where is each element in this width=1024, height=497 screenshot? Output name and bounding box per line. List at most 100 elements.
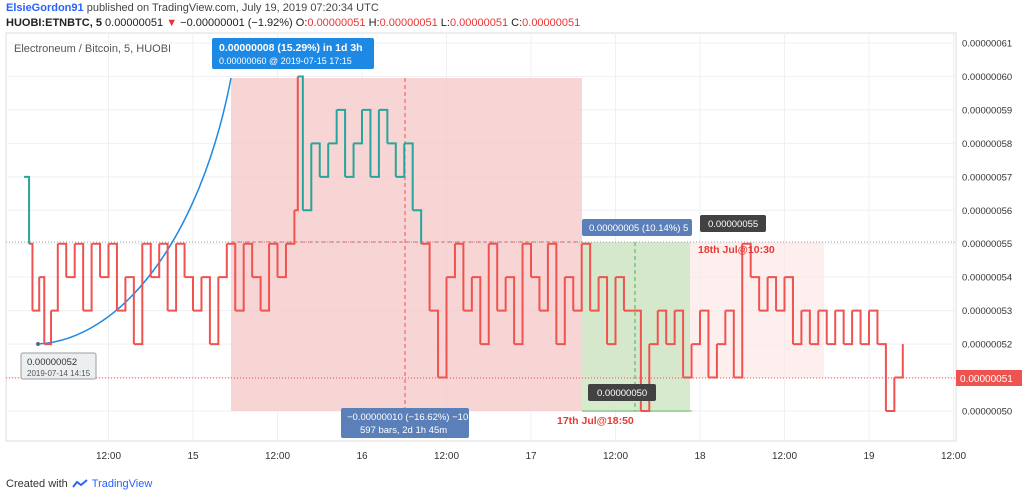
- price-segment: [226, 242, 237, 311]
- price-tick-label: 0.00000055: [962, 239, 1012, 250]
- price-segment: [39, 276, 46, 345]
- price-segment: [345, 143, 355, 178]
- current-price-tag: [956, 370, 1022, 386]
- price-tick-label: 0.00000059: [962, 105, 1012, 116]
- price-segment: [150, 243, 161, 279]
- high-label-text: 0.00000055: [708, 219, 758, 230]
- price-segment: [421, 242, 431, 311]
- price-segment: [539, 243, 549, 312]
- rise-label-line2: 0.00000060 @ 2019-07-15 17:15: [219, 56, 352, 66]
- price-series: [24, 75, 904, 412]
- price-segment: [235, 243, 245, 312]
- price-segment: [32, 277, 41, 312]
- price-segment: [522, 242, 532, 278]
- price-segment: [607, 277, 617, 346]
- trend-curve[interactable]: [37, 77, 232, 345]
- target-zone[interactable]: [582, 242, 690, 412]
- price-segment: [750, 276, 761, 311]
- rise-label-box: [212, 38, 374, 69]
- price-segment: [395, 143, 406, 178]
- time-tick-label: 12:00: [603, 451, 628, 462]
- price-segment: [674, 309, 685, 378]
- price-segment: [514, 243, 524, 346]
- close-value: 0.00000051: [522, 17, 581, 29]
- time-tick-label: 19: [863, 451, 875, 462]
- date-low-label: 17th Jul@18:50: [557, 415, 634, 427]
- price-tick-label: 0.00000052: [962, 340, 1012, 351]
- price-segment: [387, 142, 397, 177]
- price-segment: [57, 242, 68, 278]
- price-segment: [404, 142, 414, 211]
- price-segment: [218, 243, 228, 279]
- price-segment: [125, 276, 135, 345]
- price-segment: [691, 310, 701, 346]
- price-segment: [100, 243, 110, 279]
- up-label-box: [582, 219, 692, 236]
- time-tick-label: 17: [525, 451, 537, 462]
- price-segment: [480, 243, 490, 346]
- price-segment: [438, 277, 448, 379]
- start-point-marker: [36, 342, 40, 346]
- price-segment: [252, 276, 262, 311]
- price-segment: [454, 242, 465, 311]
- price-segment: [869, 309, 879, 345]
- price-segment: [581, 242, 592, 311]
- publish-line: ElsieGordon91 published on TradingView.c…: [6, 2, 379, 14]
- time-tick-label: 16: [356, 451, 368, 462]
- price-segment: [488, 242, 499, 311]
- price-segment: [184, 276, 194, 311]
- price-tick-label: 0.00000058: [962, 139, 1012, 150]
- price-segment: [683, 344, 693, 379]
- price-segment: [877, 343, 887, 411]
- price-segment: [860, 310, 870, 346]
- price-segment: [108, 242, 118, 311]
- price-segment: [201, 276, 211, 345]
- last-price: 0.00000051: [105, 17, 164, 29]
- price-segment: [260, 243, 271, 312]
- price-segment: [632, 309, 642, 411]
- time-tick-label: 12:00: [941, 451, 966, 462]
- price-segment: [598, 276, 609, 345]
- price-segment: [564, 276, 575, 311]
- tradingview-link[interactable]: TradingView: [91, 478, 153, 490]
- price-segment: [142, 242, 152, 278]
- publish-info: published on TradingView.com, July 19, 2…: [86, 2, 379, 14]
- price-segment: [801, 309, 811, 345]
- high-label: H:: [368, 17, 380, 29]
- price-segment: [412, 209, 423, 244]
- price-segment: [573, 243, 583, 312]
- high-label-box: [700, 215, 766, 232]
- time-axis[interactable]: 12:00 15 12:00 16 12:00 17 12:00 18 12:00 19 12:00…: [96, 451, 1024, 462]
- author-link[interactable]: ElsieGordon91: [6, 2, 84, 14]
- price-segment: [24, 175, 31, 244]
- low-label: L:: [440, 17, 450, 29]
- price-segment: [463, 277, 473, 312]
- high-value: 0.00000051: [379, 17, 438, 29]
- price-segment: [716, 310, 727, 346]
- symbol-label: HUOBI:ETNBTC, 5: [6, 17, 102, 29]
- price-segment: [700, 309, 710, 378]
- price-segment: [649, 310, 659, 346]
- ohlc-line: HUOBI:ETNBTC, 5 0.00000051 ▼ −0.00000001…: [6, 17, 580, 29]
- price-segment: [852, 309, 862, 345]
- price-segment: [302, 143, 313, 212]
- price-tick-label: 0.00000056: [962, 206, 1012, 217]
- time-tick-label: 12:00: [434, 451, 459, 462]
- price-segment: [285, 210, 296, 245]
- price-segment: [835, 309, 845, 345]
- down-arrow-icon: ▼: [166, 17, 178, 29]
- price-segment: [378, 108, 389, 144]
- price-segment: [51, 243, 59, 312]
- start-label-price: 0.00000052: [27, 357, 77, 368]
- price-axis[interactable]: 0.00000061 0.00000060 0.00000059 0.00000058…: [962, 39, 1012, 418]
- price-segment: [176, 242, 186, 278]
- price-segment: [429, 309, 440, 378]
- time-tick-label: 18: [694, 451, 706, 462]
- price-segment: [742, 242, 752, 278]
- close-label: C:: [511, 17, 523, 29]
- rise-label-line1: 0.00000008 (15.29%) in 1d 3h: [219, 42, 363, 54]
- price-tick-label: 0.00000060: [962, 72, 1012, 83]
- price-segment: [74, 242, 85, 311]
- open-label: O:: [295, 17, 308, 29]
